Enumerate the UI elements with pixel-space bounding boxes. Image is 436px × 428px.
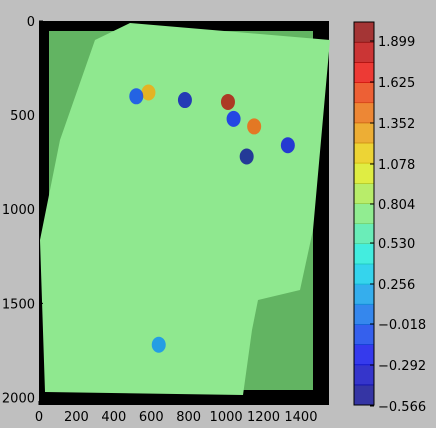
colorbar-segment — [354, 42, 374, 63]
colorbar-segment — [354, 183, 374, 204]
hotspot — [129, 88, 144, 105]
x-tick-label: 1000 — [210, 410, 243, 425]
colorbar-segment — [354, 384, 374, 406]
x-tick-label: 800 — [176, 410, 201, 425]
colorbar-segment — [354, 364, 374, 386]
colorbar-segment — [354, 344, 374, 366]
x-tick-label: 400 — [101, 410, 126, 425]
colorbar-tick-label: −0.566 — [378, 400, 426, 415]
y-axis: 0 500 1000 1500 2000 — [2, 15, 43, 406]
x-tick-label: 600 — [139, 410, 164, 425]
colorbar-segment — [354, 324, 374, 346]
colorbar-tick-label: 1.899 — [378, 35, 415, 50]
y-tick-label: 1500 — [2, 297, 35, 312]
colorbar-segment — [354, 284, 374, 305]
hotspot-layer — [129, 84, 295, 353]
colorbar: 1.899 1.625 1.352 1.078 0.804 0.530 0.256 −0.01… — [353, 21, 426, 415]
colorbar-frame — [353, 21, 375, 406]
colorbar-segment — [354, 102, 374, 124]
colorbar-segment — [354, 304, 374, 325]
hotspot — [247, 118, 262, 135]
colorbar-tick-label: 1.078 — [378, 158, 415, 173]
colorbar-tick-label: 1.352 — [378, 117, 415, 132]
colorbar-tick-label: 1.625 — [378, 76, 415, 91]
colorbar-tick-label: 0.256 — [378, 278, 415, 293]
colorbar-segment — [354, 223, 374, 245]
heatmap-plot — [39, 21, 330, 405]
image-footprint — [40, 23, 330, 395]
hotspot — [151, 336, 166, 353]
colorbar-segment — [354, 163, 374, 184]
colorbar-tick-label: 0.804 — [378, 198, 415, 213]
y-tick-label: 500 — [10, 109, 35, 124]
y-tick-label: 1000 — [2, 203, 35, 218]
colorbar-segment — [354, 122, 374, 144]
y-tick-label: 2000 — [2, 391, 35, 406]
colorbar-segment — [354, 22, 374, 43]
x-axis: 0 200 400 600 800 1000 1200 1400 — [35, 401, 317, 425]
colorbar-tick-label: −0.292 — [378, 359, 426, 374]
colorbar-segment — [354, 263, 374, 285]
x-tick-label: 1200 — [247, 410, 280, 425]
x-tick-label: 0 — [35, 410, 43, 425]
hotspot — [220, 93, 235, 110]
colorbar-segment — [354, 142, 374, 164]
colorbar-tick-label: 0.530 — [378, 237, 415, 252]
x-tick-label: 1400 — [284, 410, 317, 425]
hotspot — [226, 110, 241, 127]
y-tick-label: 0 — [27, 15, 35, 30]
colorbar-tick-label: −0.018 — [378, 318, 426, 333]
hotspot — [141, 84, 156, 101]
hotspot — [239, 148, 254, 165]
colorbar-segment — [354, 62, 374, 83]
colorbar-segment — [354, 82, 374, 104]
hotspot — [177, 92, 192, 109]
colorbar-segment — [354, 203, 374, 225]
x-tick-label: 200 — [64, 410, 89, 425]
hotspot — [280, 137, 295, 154]
colorbar-segment — [354, 243, 374, 265]
